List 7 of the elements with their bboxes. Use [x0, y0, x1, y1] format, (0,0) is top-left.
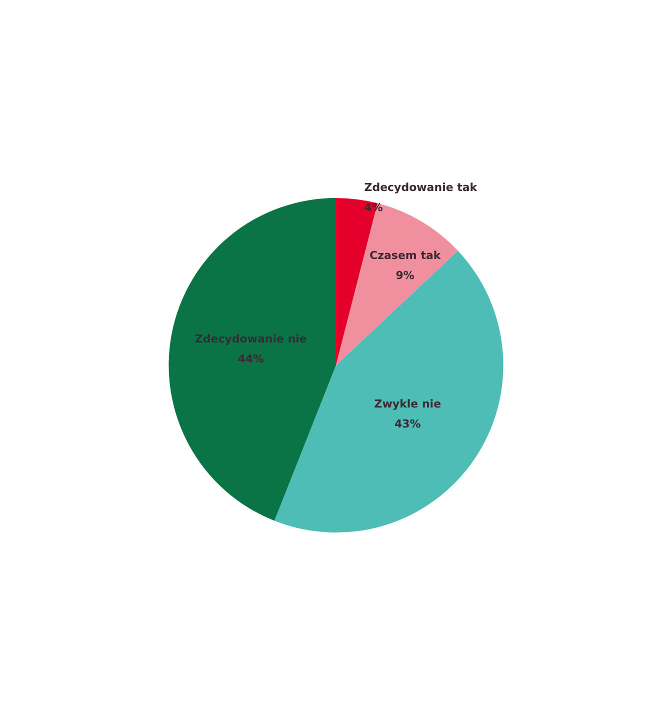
slice-label: Zwykle nie — [374, 397, 442, 410]
data-label: 43% — [394, 417, 421, 430]
slice-label: Zdecydowanie tak — [364, 180, 478, 194]
slice-label: Zdecydowanie nie — [194, 332, 307, 346]
slice-label: Czasem tak — [370, 249, 442, 262]
data-label: 9% — [396, 269, 414, 282]
data-label: 44% — [238, 352, 264, 366]
